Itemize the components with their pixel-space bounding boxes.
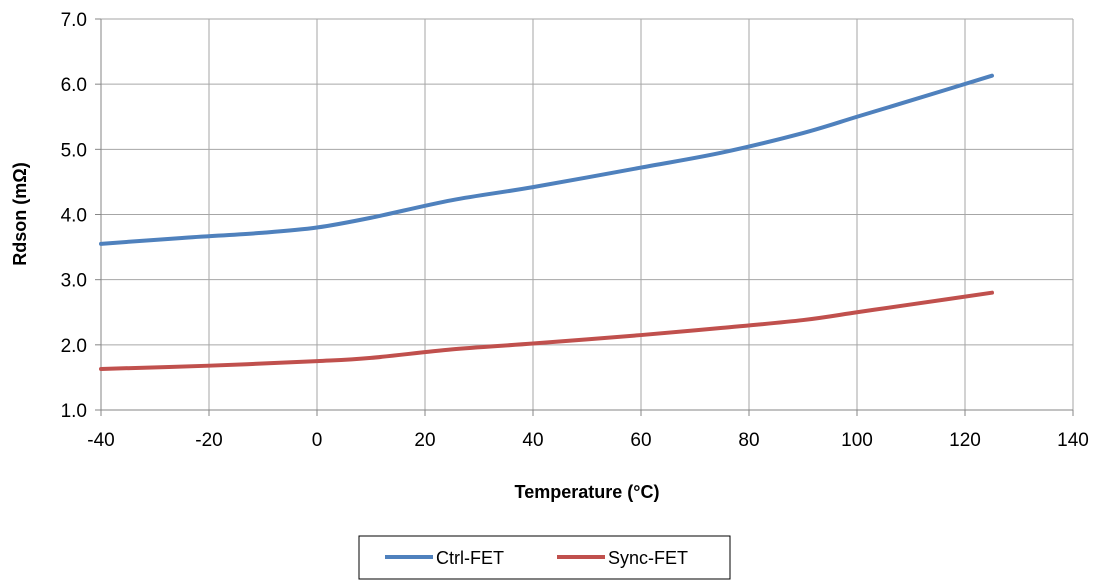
x-tick-label: 60 [630, 430, 651, 451]
y-tick-label: 1.0 [61, 401, 87, 422]
x-tick-label: 140 [1057, 430, 1089, 451]
series-line-ctrl-fet [99, 73, 994, 246]
gridlines [100, 18, 1074, 411]
x-axis-title: Temperature (°C) [515, 482, 660, 502]
y-axis-title: Rdson (mΩ) [10, 162, 30, 265]
tick-labels: -40 -20 0 20 40 60 80 100 120 140 1.0 2.0 3.0 4.0 5.0 6… [61, 10, 1089, 451]
y-tick-label: 7.0 [61, 10, 87, 31]
x-tick-label: 0 [312, 430, 323, 451]
legend: Ctrl-FET Sync-FET [358, 535, 731, 580]
legend-label-sync-fet: Sync-FET [608, 548, 688, 568]
y-tick-label: 2.0 [61, 336, 87, 357]
x-tick-label: -40 [87, 430, 114, 451]
legend-label-ctrl-fet: Ctrl-FET [436, 548, 504, 568]
x-tick-label: 120 [949, 430, 981, 451]
y-tick-label: 3.0 [61, 271, 87, 292]
y-tick-label: 4.0 [61, 206, 87, 227]
plot-area [95, 18, 1074, 416]
x-tick-label: 80 [738, 430, 759, 451]
x-tick-label: 20 [414, 430, 435, 451]
y-tick-label: 5.0 [61, 140, 87, 161]
series-line-sync-fet [99, 290, 994, 371]
y-tick-label: 6.0 [61, 75, 87, 96]
x-tick-label: -20 [195, 430, 222, 451]
series-layer [99, 73, 994, 371]
x-tick-label: 100 [841, 430, 873, 451]
x-tick-label: 40 [522, 430, 543, 451]
